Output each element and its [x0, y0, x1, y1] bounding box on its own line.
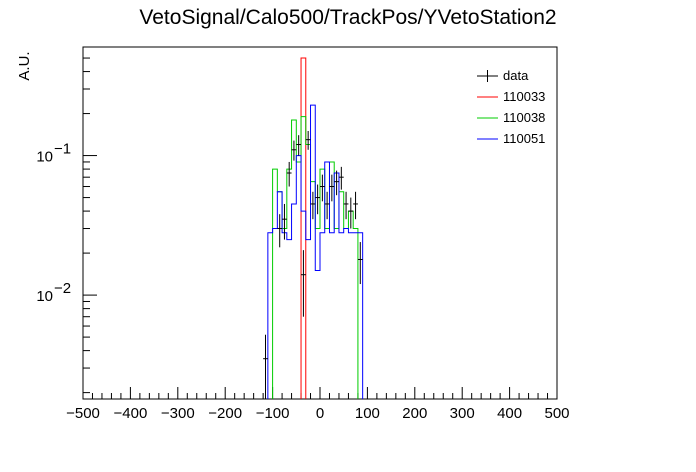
data-point	[301, 250, 306, 317]
x-axis: −500 −400 −300 −200 −100 0 100 200 300 400 500	[66, 387, 570, 422]
data-point	[348, 197, 354, 229]
data-point	[296, 135, 302, 156]
legend-item: 110033	[477, 89, 545, 104]
x-tick-label: 200	[402, 405, 427, 422]
data-point	[277, 214, 283, 248]
y-tick-label: 10	[36, 149, 53, 166]
data-point	[310, 191, 316, 220]
data-points	[263, 131, 363, 399]
legend-item: data	[477, 68, 529, 83]
y-axis-label: A.U.	[16, 51, 33, 80]
x-tick-label: −500	[66, 405, 100, 422]
series-110033	[300, 57, 307, 399]
x-tick-label: 100	[355, 405, 380, 422]
y-axis: 10−110−2	[36, 57, 97, 394]
x-tick-label: 500	[544, 405, 569, 422]
x-tick-label: −400	[114, 405, 148, 422]
x-tick-label: −300	[161, 405, 195, 422]
data-point	[324, 191, 330, 220]
data-point	[353, 191, 358, 220]
series-110051	[267, 104, 364, 399]
data-point	[305, 131, 311, 150]
y-tick-exponent: −1	[54, 141, 71, 158]
data-point	[320, 174, 325, 202]
legend-item: 110038	[477, 110, 545, 125]
x-tick-label: 0	[316, 405, 324, 422]
histogram-series	[267, 57, 364, 399]
data-point	[343, 191, 349, 220]
legend-item: 110051	[477, 131, 545, 146]
legend-label: 110051	[503, 131, 545, 146]
chart-title: VetoSignal/Calo500/TrackPos/YVetoStation…	[139, 6, 556, 29]
legend-label: data	[503, 68, 529, 83]
x-tick-label: 400	[497, 405, 522, 422]
data-point	[329, 174, 335, 202]
x-tick-label: −200	[208, 405, 242, 422]
data-point	[357, 242, 363, 285]
data-point	[282, 203, 287, 240]
x-tick-label: 300	[450, 405, 475, 422]
data-point	[334, 170, 339, 196]
y-tick-label: 10	[36, 288, 53, 305]
data-point	[291, 140, 297, 161]
legend-label: 110038	[503, 110, 545, 125]
data-point	[286, 161, 292, 187]
legend: data 110033 110038 110051	[477, 68, 545, 146]
x-tick-label: −100	[256, 405, 290, 422]
data-point	[338, 166, 344, 190]
data-point	[263, 334, 268, 399]
data-point	[315, 184, 320, 215]
legend-label: 110033	[503, 89, 545, 104]
y-tick-exponent: −2	[54, 280, 71, 297]
